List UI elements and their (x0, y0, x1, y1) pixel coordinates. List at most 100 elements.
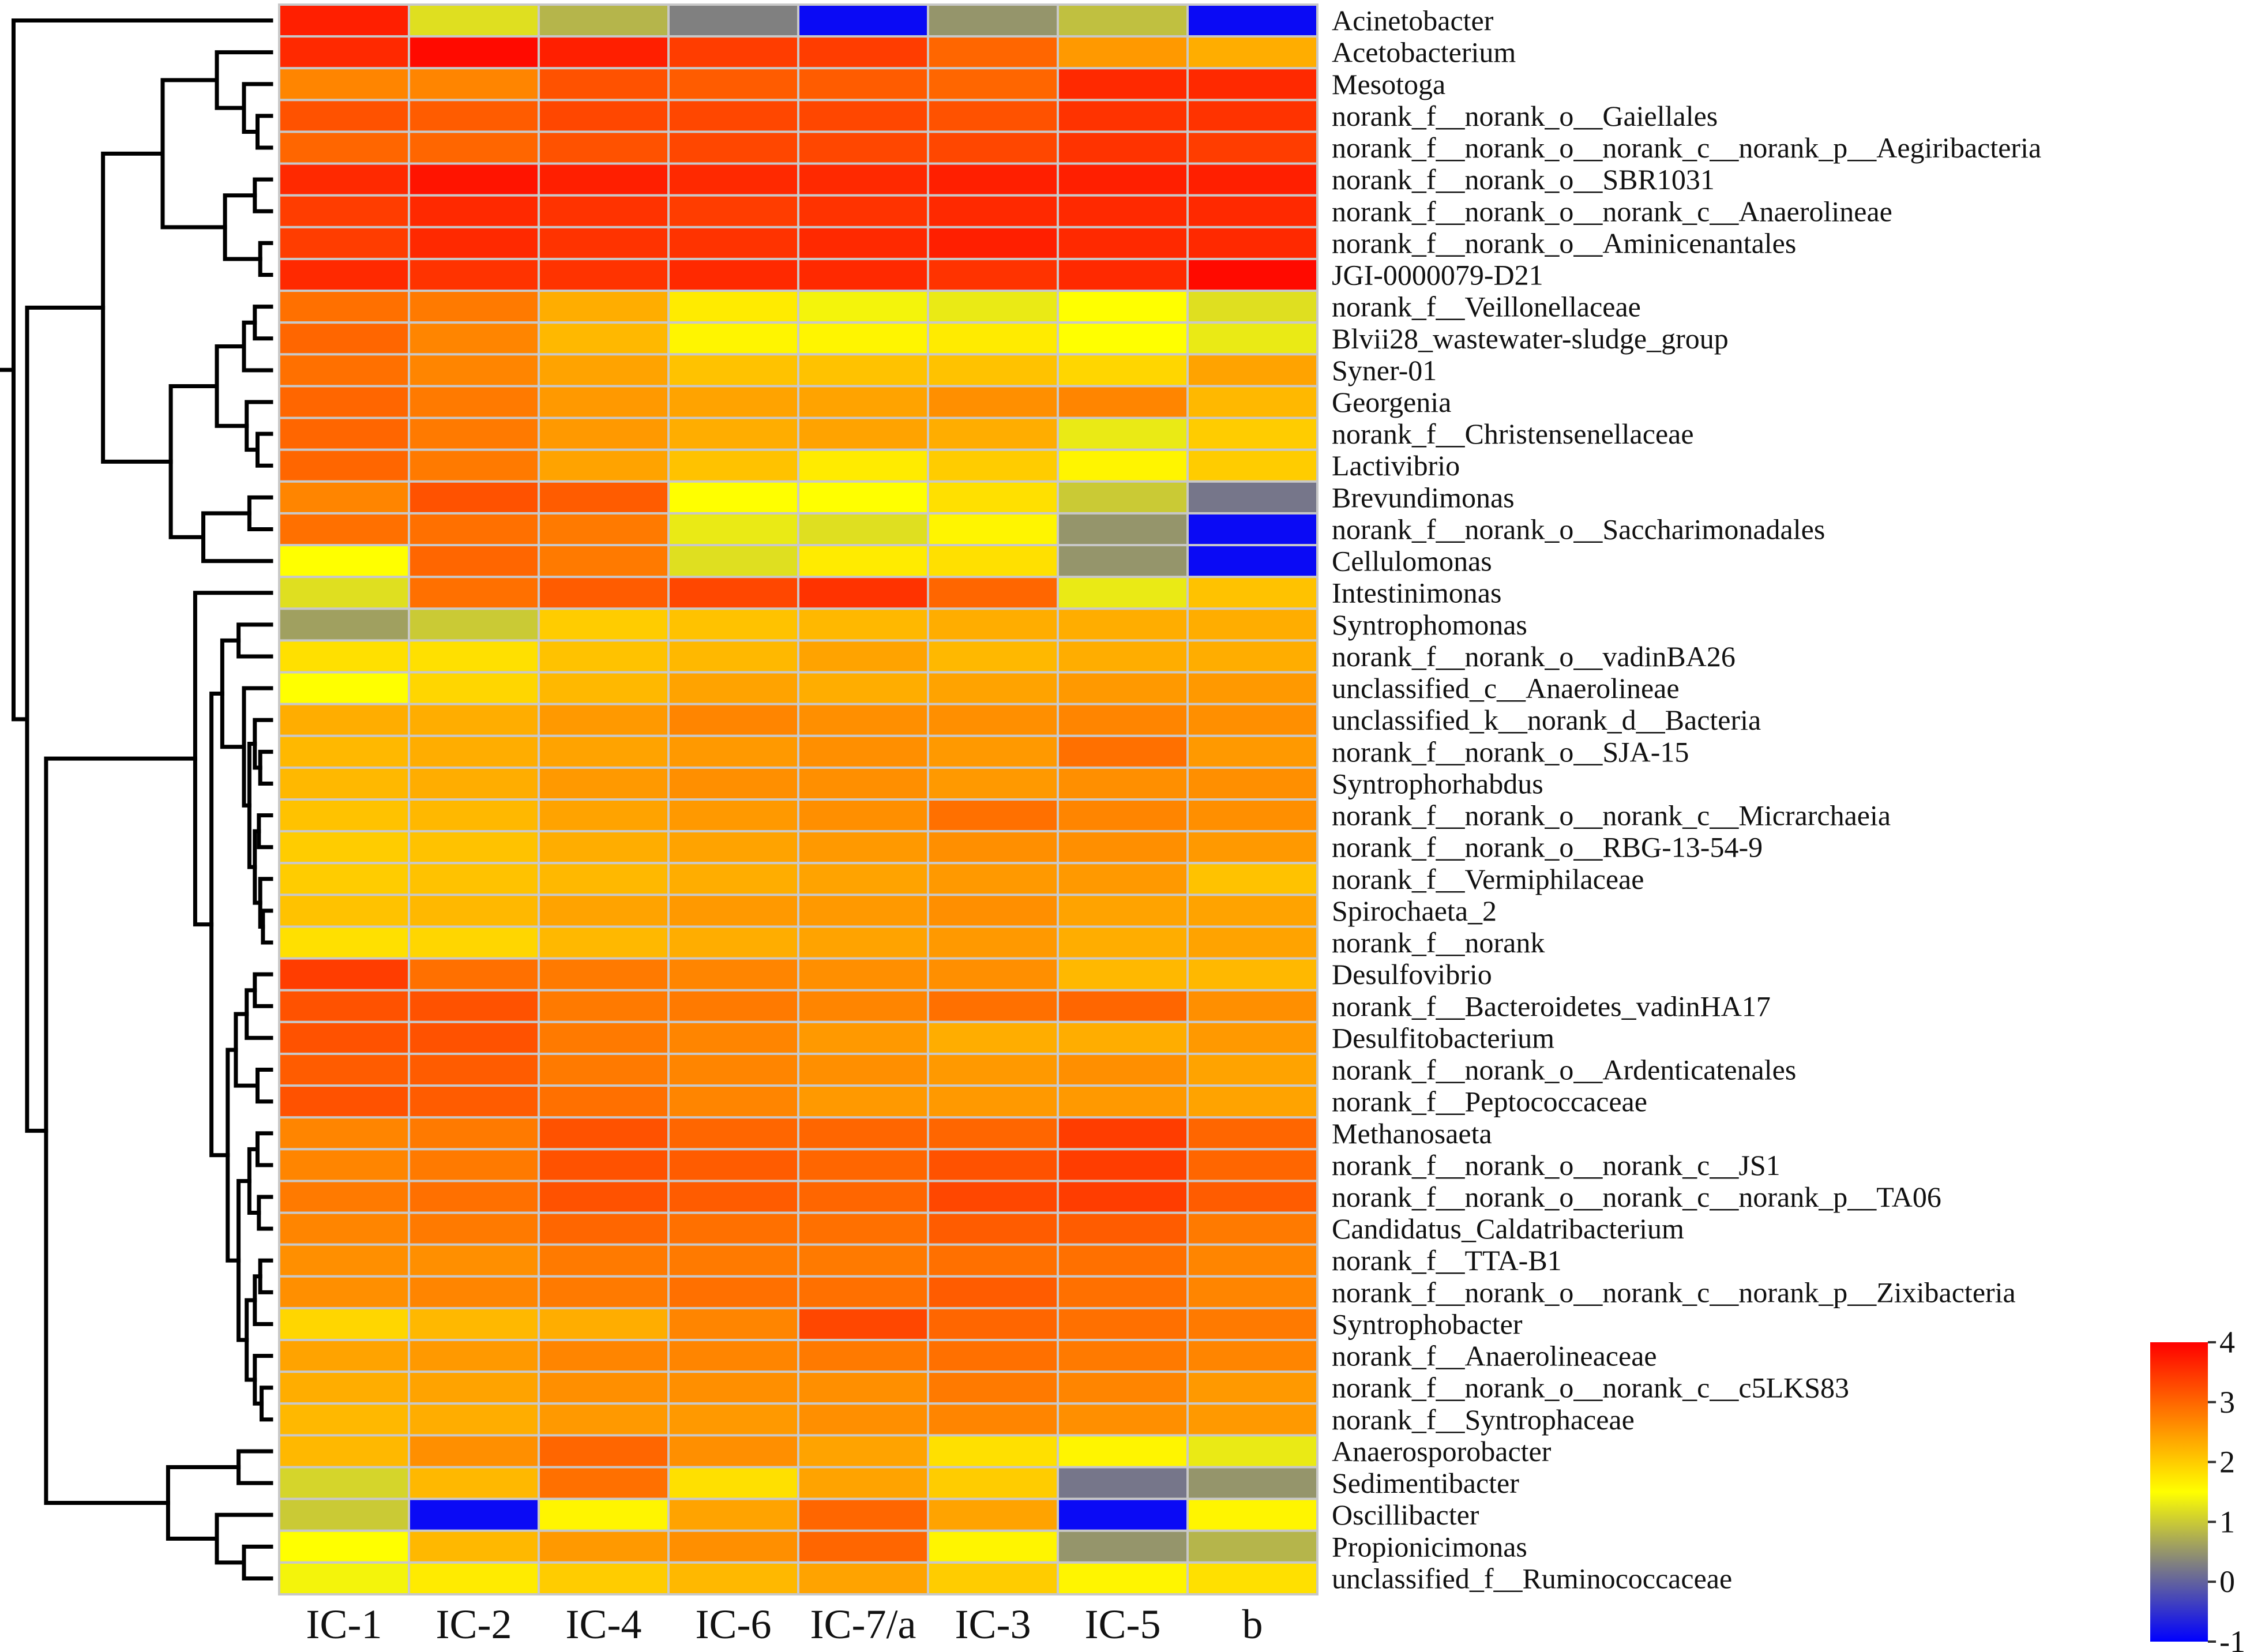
heatmap-cell (278, 576, 410, 610)
heatmap-cell (408, 766, 540, 801)
heatmap-cell (927, 194, 1059, 228)
heatmap-cell (538, 1052, 670, 1087)
heatmap-cell (278, 862, 410, 896)
heatmap-cell (797, 99, 929, 133)
heatmap-cell (1057, 766, 1189, 801)
heatmap-cell (1186, 99, 1319, 133)
heatmap-cell (278, 734, 410, 769)
heatmap-cell (667, 734, 799, 769)
heatmap-cell (408, 1148, 540, 1182)
heatmap-cell (278, 226, 410, 260)
column-label: IC-1 (306, 1601, 382, 1647)
row-label: Syntrophobacter (1332, 1308, 1523, 1340)
heatmap-cell (667, 1211, 799, 1246)
heatmap-cell (797, 703, 929, 737)
heatmap-cell (538, 257, 670, 292)
heatmap-cell (1057, 1561, 1189, 1595)
heatmap-cell (408, 607, 540, 642)
heatmap-cell (797, 1402, 929, 1437)
heatmap-cell (278, 1211, 410, 1246)
heatmap-cell (667, 1275, 799, 1309)
heatmap-cell (797, 1275, 929, 1309)
heatmap-cell (278, 1020, 410, 1055)
row-label: Acinetobacter (1332, 5, 1494, 37)
heatmap-cell (408, 671, 540, 705)
heatmap-cell (797, 1243, 929, 1278)
heatmap-cell (797, 290, 929, 324)
heatmap-cells (278, 3, 1319, 1595)
heatmap-cell (797, 607, 929, 642)
heatmap-cell (408, 1402, 540, 1437)
heatmap-cell (797, 1148, 929, 1182)
row-label: norank_f__norank_o__norank_c__norank_p__… (1332, 1181, 1941, 1213)
row-label: Georgenia (1332, 386, 1451, 418)
heatmap-cell (927, 798, 1059, 833)
heatmap-cell (538, 130, 670, 165)
heatmap-cell (667, 162, 799, 197)
heatmap-cell (797, 448, 929, 483)
heatmap-cell (408, 1052, 540, 1087)
heatmap-cell (667, 989, 799, 1023)
heatmap-cell (797, 1306, 929, 1342)
heatmap-cell (927, 703, 1059, 737)
heatmap-cell (538, 671, 670, 705)
row-label: Syner-01 (1332, 354, 1437, 386)
heatmap-cell (408, 512, 540, 547)
heatmap-cell (797, 893, 929, 928)
heatmap-cell (1057, 1020, 1189, 1055)
heatmap-cell (1057, 385, 1189, 419)
heatmap-cell (927, 639, 1059, 674)
heatmap-cell (1186, 957, 1319, 992)
heatmap-cell (278, 130, 410, 165)
heatmap-cell (538, 385, 670, 419)
heatmap-cell (667, 862, 799, 896)
column-labels: IC-1 IC-2 IC-4 IC-6 IC-7/a IC-3 IC-5 b (306, 1601, 1263, 1647)
heatmap-cell (1057, 67, 1189, 102)
heatmap-cell (1186, 1339, 1319, 1373)
heatmap-cell (667, 99, 799, 133)
row-label: unclassified_k__norank_d__Bacteria (1332, 704, 1761, 736)
heatmap-cell (1186, 1306, 1319, 1342)
heatmap-cell (1186, 1052, 1319, 1087)
heatmap-cell (667, 1466, 799, 1500)
heatmap-cell (797, 1339, 929, 1373)
heatmap-cell (538, 1275, 670, 1309)
heatmap-cell (408, 798, 540, 833)
heatmap-cell (538, 35, 670, 70)
row-labels: AcinetobacterAcetobacteriumMesotoganoran… (1332, 5, 2041, 1595)
heatmap-cell (797, 1020, 929, 1055)
heatmap-cell (1057, 1275, 1189, 1309)
heatmap-cell (927, 1180, 1059, 1214)
heatmap-cell (1057, 989, 1189, 1023)
row-label: norank_f__norank_o__Aminicenantales (1332, 227, 1796, 259)
color-scale-tick-label: 3 (2219, 1385, 2235, 1420)
heatmap-cell (667, 385, 799, 419)
heatmap-cell (538, 226, 670, 260)
heatmap-cell (927, 830, 1059, 865)
color-scale-tick-label: -1 (2219, 1624, 2245, 1652)
heatmap-cell (538, 1434, 670, 1469)
heatmap-cell (1186, 798, 1319, 833)
heatmap-cell (797, 957, 929, 992)
heatmap-cell (1186, 1211, 1319, 1246)
heatmap-cell (667, 1561, 799, 1595)
heatmap-cell (1186, 512, 1319, 547)
heatmap-cell (1057, 480, 1189, 515)
heatmap-cell (1186, 385, 1319, 419)
heatmap-cell (1186, 416, 1319, 451)
heatmap-cell (278, 1371, 410, 1405)
heatmap-cell (1186, 194, 1319, 228)
heatmap-cell (927, 1529, 1059, 1564)
heatmap-cell (927, 448, 1059, 483)
heatmap-cell (797, 257, 929, 292)
heatmap-cell (1057, 607, 1189, 642)
heatmap-cell (1186, 1116, 1319, 1151)
heatmap-cell (667, 1371, 799, 1405)
row-label: norank_f__norank_o__SBR1031 (1332, 163, 1715, 196)
heatmap-cell (408, 1306, 540, 1342)
heatmap-cell (797, 512, 929, 547)
heatmap-cell (1057, 512, 1189, 547)
heatmap-cell (538, 1339, 670, 1373)
heatmap-cell (538, 925, 670, 960)
heatmap-cell (408, 703, 540, 737)
